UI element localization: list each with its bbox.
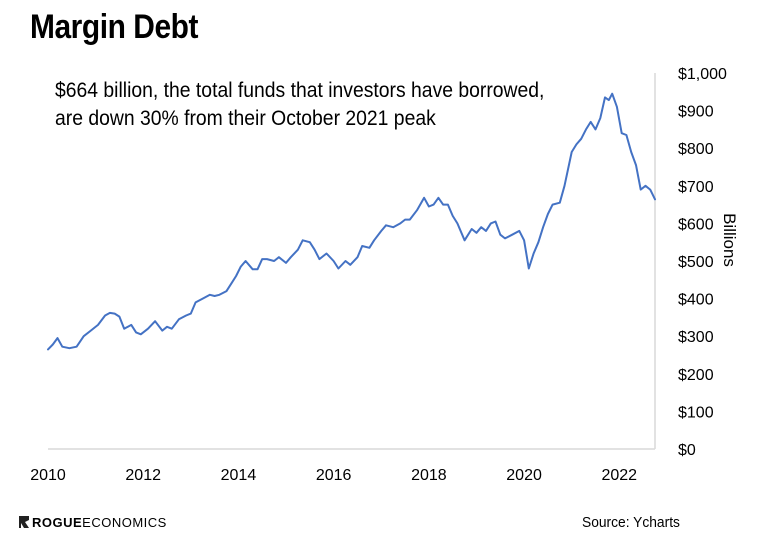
chart-annotation: $664 billion, the total funds that inves… [55,76,544,132]
rogue-logo-icon [19,516,29,528]
y-tick-label: $200 [678,367,714,384]
y-tick-label: $500 [678,254,714,271]
rogue-economics-logo: ROGUE ECONOMICS [18,512,167,532]
x-tick-label: 2018 [411,467,447,484]
x-tick-label: 2022 [601,467,637,484]
series-group [47,92,656,351]
logo-text-bold: ROGUE [32,514,83,530]
source-note: Source: Ycharts [582,514,680,531]
chart-axes [48,73,656,450]
y-axis-ticks: $0 $100 $200 $300 $400 $500 $600 $700 $800 $900 $1… [678,66,727,459]
y-tick-label: $400 [678,292,714,309]
x-tick-label: 2020 [506,467,542,484]
y-tick-label: $800 [678,141,714,158]
x-tick-label: 2010 [30,467,66,484]
x-tick-label: 2016 [316,467,352,484]
y-tick-label: $900 [678,104,714,121]
y-tick-label: $100 [678,404,714,421]
x-tick-label: 2014 [221,467,257,484]
y-tick-label: $0 [678,442,696,459]
annotation-line-2: are down 30% from their October 2021 pea… [55,106,436,130]
logo-text-rest: ECONOMICS [82,514,167,530]
y-tick-label: $300 [678,329,714,346]
chart-title: Margin Debt [30,8,199,46]
x-tick-label: 2012 [125,467,161,484]
margin-debt-series-line [47,92,656,351]
y-tick-label: $1,000 [678,66,727,83]
y-axis-label: Billions [720,213,739,267]
annotation-line-1: $664 billion, the total funds that inves… [55,78,545,102]
x-axis-ticks: 2010 2012 2014 2016 2018 2020 2022 [30,467,637,484]
y-tick-label: $700 [678,179,714,196]
y-tick-label: $600 [678,216,714,233]
